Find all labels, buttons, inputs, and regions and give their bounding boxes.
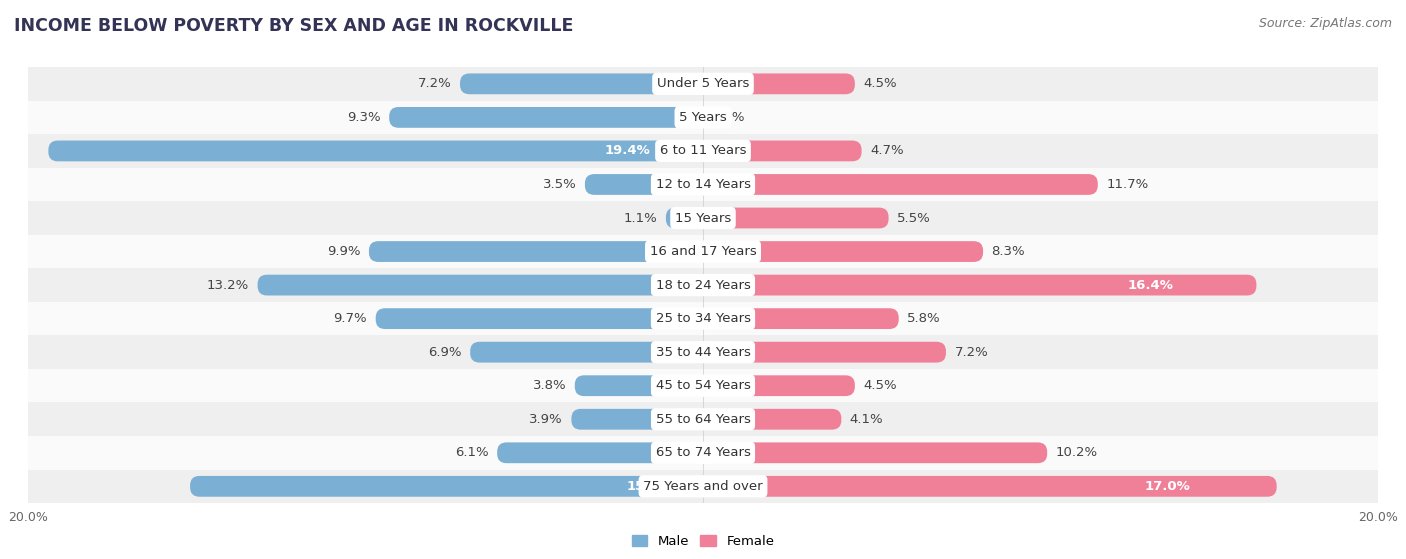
FancyBboxPatch shape: [703, 409, 841, 430]
Text: 4.1%: 4.1%: [849, 413, 883, 426]
FancyBboxPatch shape: [703, 174, 1098, 195]
Text: 5 Years: 5 Years: [679, 111, 727, 124]
FancyBboxPatch shape: [703, 442, 1047, 463]
Text: 13.2%: 13.2%: [207, 278, 249, 292]
FancyBboxPatch shape: [703, 308, 898, 329]
Text: 1.1%: 1.1%: [624, 211, 658, 225]
Bar: [28, 436, 1378, 470]
FancyBboxPatch shape: [571, 409, 703, 430]
Bar: [28, 168, 1378, 201]
Text: 18 to 24 Years: 18 to 24 Years: [655, 278, 751, 292]
FancyBboxPatch shape: [703, 207, 889, 229]
Bar: [28, 402, 1378, 436]
FancyBboxPatch shape: [703, 140, 862, 162]
Text: 3.9%: 3.9%: [529, 413, 562, 426]
Legend: Male, Female: Male, Female: [626, 529, 780, 553]
Text: 6.9%: 6.9%: [429, 345, 461, 359]
Text: 15.2%: 15.2%: [626, 480, 672, 493]
Text: 19.4%: 19.4%: [605, 144, 651, 158]
Bar: [28, 335, 1378, 369]
Bar: [28, 470, 1378, 503]
FancyBboxPatch shape: [703, 342, 946, 363]
Text: 4.5%: 4.5%: [863, 379, 897, 392]
Text: 6 to 11 Years: 6 to 11 Years: [659, 144, 747, 158]
Text: 25 to 34 Years: 25 to 34 Years: [655, 312, 751, 325]
Bar: [28, 67, 1378, 101]
FancyBboxPatch shape: [585, 174, 703, 195]
Text: 55 to 64 Years: 55 to 64 Years: [655, 413, 751, 426]
Text: 5.5%: 5.5%: [897, 211, 931, 225]
Text: 12 to 14 Years: 12 to 14 Years: [655, 178, 751, 191]
Text: 75 Years and over: 75 Years and over: [643, 480, 763, 493]
Bar: [28, 101, 1378, 134]
Text: 9.3%: 9.3%: [347, 111, 381, 124]
Text: 9.9%: 9.9%: [328, 245, 360, 258]
Text: 3.5%: 3.5%: [543, 178, 576, 191]
Text: 15 Years: 15 Years: [675, 211, 731, 225]
Text: 7.2%: 7.2%: [955, 345, 988, 359]
Text: 7.2%: 7.2%: [418, 77, 451, 91]
FancyBboxPatch shape: [375, 308, 703, 329]
Text: 4.7%: 4.7%: [870, 144, 904, 158]
FancyBboxPatch shape: [703, 476, 1277, 497]
FancyBboxPatch shape: [460, 73, 703, 94]
Text: INCOME BELOW POVERTY BY SEX AND AGE IN ROCKVILLE: INCOME BELOW POVERTY BY SEX AND AGE IN R…: [14, 17, 574, 35]
FancyBboxPatch shape: [703, 274, 1257, 296]
Text: 45 to 54 Years: 45 to 54 Years: [655, 379, 751, 392]
Bar: [28, 134, 1378, 168]
Text: 4.5%: 4.5%: [863, 77, 897, 91]
Text: Source: ZipAtlas.com: Source: ZipAtlas.com: [1258, 17, 1392, 30]
Text: 16 and 17 Years: 16 and 17 Years: [650, 245, 756, 258]
Text: 65 to 74 Years: 65 to 74 Years: [655, 446, 751, 459]
Bar: [28, 369, 1378, 402]
Bar: [28, 302, 1378, 335]
Text: 16.4%: 16.4%: [1128, 278, 1174, 292]
Bar: [28, 268, 1378, 302]
Text: 3.8%: 3.8%: [533, 379, 567, 392]
FancyBboxPatch shape: [368, 241, 703, 262]
FancyBboxPatch shape: [703, 241, 983, 262]
FancyBboxPatch shape: [470, 342, 703, 363]
FancyBboxPatch shape: [498, 442, 703, 463]
FancyBboxPatch shape: [575, 375, 703, 396]
Text: 17.0%: 17.0%: [1144, 480, 1191, 493]
Bar: [28, 235, 1378, 268]
FancyBboxPatch shape: [703, 73, 855, 94]
Text: 0.0%: 0.0%: [711, 111, 745, 124]
FancyBboxPatch shape: [257, 274, 703, 296]
FancyBboxPatch shape: [389, 107, 703, 128]
Text: 6.1%: 6.1%: [456, 446, 489, 459]
FancyBboxPatch shape: [190, 476, 703, 497]
Text: 11.7%: 11.7%: [1107, 178, 1149, 191]
Bar: [28, 201, 1378, 235]
Text: 10.2%: 10.2%: [1056, 446, 1098, 459]
Text: 8.3%: 8.3%: [991, 245, 1025, 258]
FancyBboxPatch shape: [48, 140, 703, 162]
Text: 9.7%: 9.7%: [333, 312, 367, 325]
FancyBboxPatch shape: [666, 207, 703, 229]
Text: Under 5 Years: Under 5 Years: [657, 77, 749, 91]
Text: 35 to 44 Years: 35 to 44 Years: [655, 345, 751, 359]
Text: 5.8%: 5.8%: [907, 312, 941, 325]
FancyBboxPatch shape: [703, 375, 855, 396]
